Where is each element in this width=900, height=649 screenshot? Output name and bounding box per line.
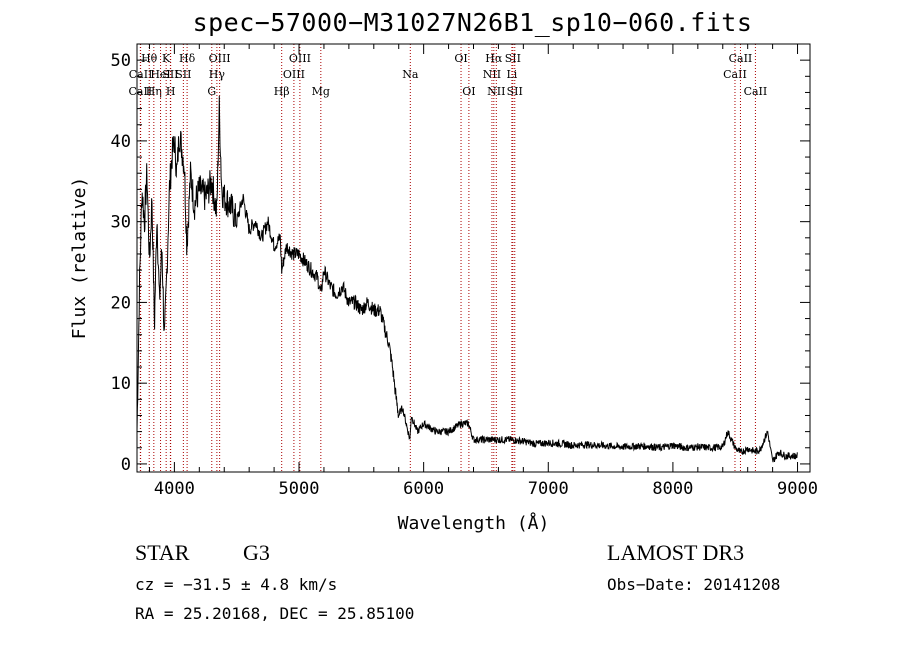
line-marker-label-14: OIII	[283, 68, 305, 81]
line-markers: CaIICaIIHθHηHeIKSIIHHδSIIGOIIIHγHβOIIIOI…	[129, 44, 768, 472]
axes: 4000 5000 6000 7000 8000 9000 0 10 20 30 40 50	[111, 43, 818, 499]
line-marker-label-22: NII	[487, 85, 505, 98]
survey-name: LAMOST DR3	[607, 540, 745, 565]
line-marker-label-12: Hγ	[209, 68, 226, 81]
line-marker-label-8: Hδ	[179, 52, 196, 65]
line-marker-label-9: SII	[175, 68, 191, 81]
line-marker-label-19: OI	[462, 85, 475, 98]
plot-frame	[136, 43, 811, 473]
line-marker-label-15: OIII	[289, 52, 311, 65]
line-marker-label-1: CaII	[129, 68, 153, 81]
line-marker-label-5: K	[162, 52, 171, 65]
line-marker-label-11: OIII	[209, 52, 231, 65]
line-marker-label-17: Na	[402, 68, 419, 81]
x-axis-label: Wavelength (Å)	[398, 512, 550, 534]
line-marker-label-25: SII	[507, 85, 523, 98]
chart-title: spec−57000−M31027N26B1_sp10−060.fits	[192, 8, 753, 37]
line-marker-label-24: Li	[506, 68, 517, 81]
line-marker-label-23: SII	[505, 52, 521, 65]
line-marker-label-27: CaII	[729, 52, 753, 65]
redshift-cz: cz = −31.5 ± 4.8 km/s	[135, 575, 338, 594]
line-marker-label-10: G	[207, 85, 216, 98]
line-marker-label-16: Mg	[312, 85, 330, 98]
x-tick-label-3: 7000	[528, 479, 569, 499]
series-group	[136, 95, 798, 463]
x-tick-label-5: 9000	[777, 479, 818, 499]
x-tick-label-4: 8000	[652, 479, 693, 499]
object-class: STAR	[135, 540, 190, 565]
line-marker-label-26: CaII	[723, 68, 747, 81]
line-marker-label-28: CaII	[744, 85, 768, 98]
x-tick-label-2: 6000	[403, 479, 444, 499]
line-marker-label-18: OI	[454, 52, 467, 65]
y-tick-label-2: 20	[111, 293, 131, 313]
y-tick-label-0: 0	[121, 455, 131, 475]
x-tick-label-0: 4000	[154, 479, 195, 499]
x-tick-label-1: 5000	[279, 479, 320, 499]
y-tick-label-5: 50	[111, 51, 131, 71]
coordinates: RA = 25.20168, DEC = 25.85100	[135, 604, 415, 623]
y-axis-label: Flux (relative)	[69, 177, 90, 340]
axis-labels: Wavelength (Å) Flux (relative)	[69, 177, 549, 534]
line-marker-label-7: H	[166, 85, 176, 98]
obs-date: Obs−Date: 20141208	[607, 575, 781, 594]
y-tick-label-1: 10	[111, 374, 131, 394]
line-marker-label-0: CaII	[129, 85, 153, 98]
line-marker-label-20: NII	[483, 68, 501, 81]
line-marker-label-2: Hθ	[141, 52, 158, 65]
line-marker-label-13: Hβ	[274, 85, 290, 98]
object-subclass: G3	[243, 540, 270, 565]
y-tick-label-4: 40	[111, 132, 131, 152]
line-marker-label-21: Hα	[485, 52, 503, 65]
y-tick-label-3: 30	[111, 213, 131, 233]
series-flux	[136, 95, 798, 463]
line-marker-label-3: Hη	[146, 85, 162, 98]
